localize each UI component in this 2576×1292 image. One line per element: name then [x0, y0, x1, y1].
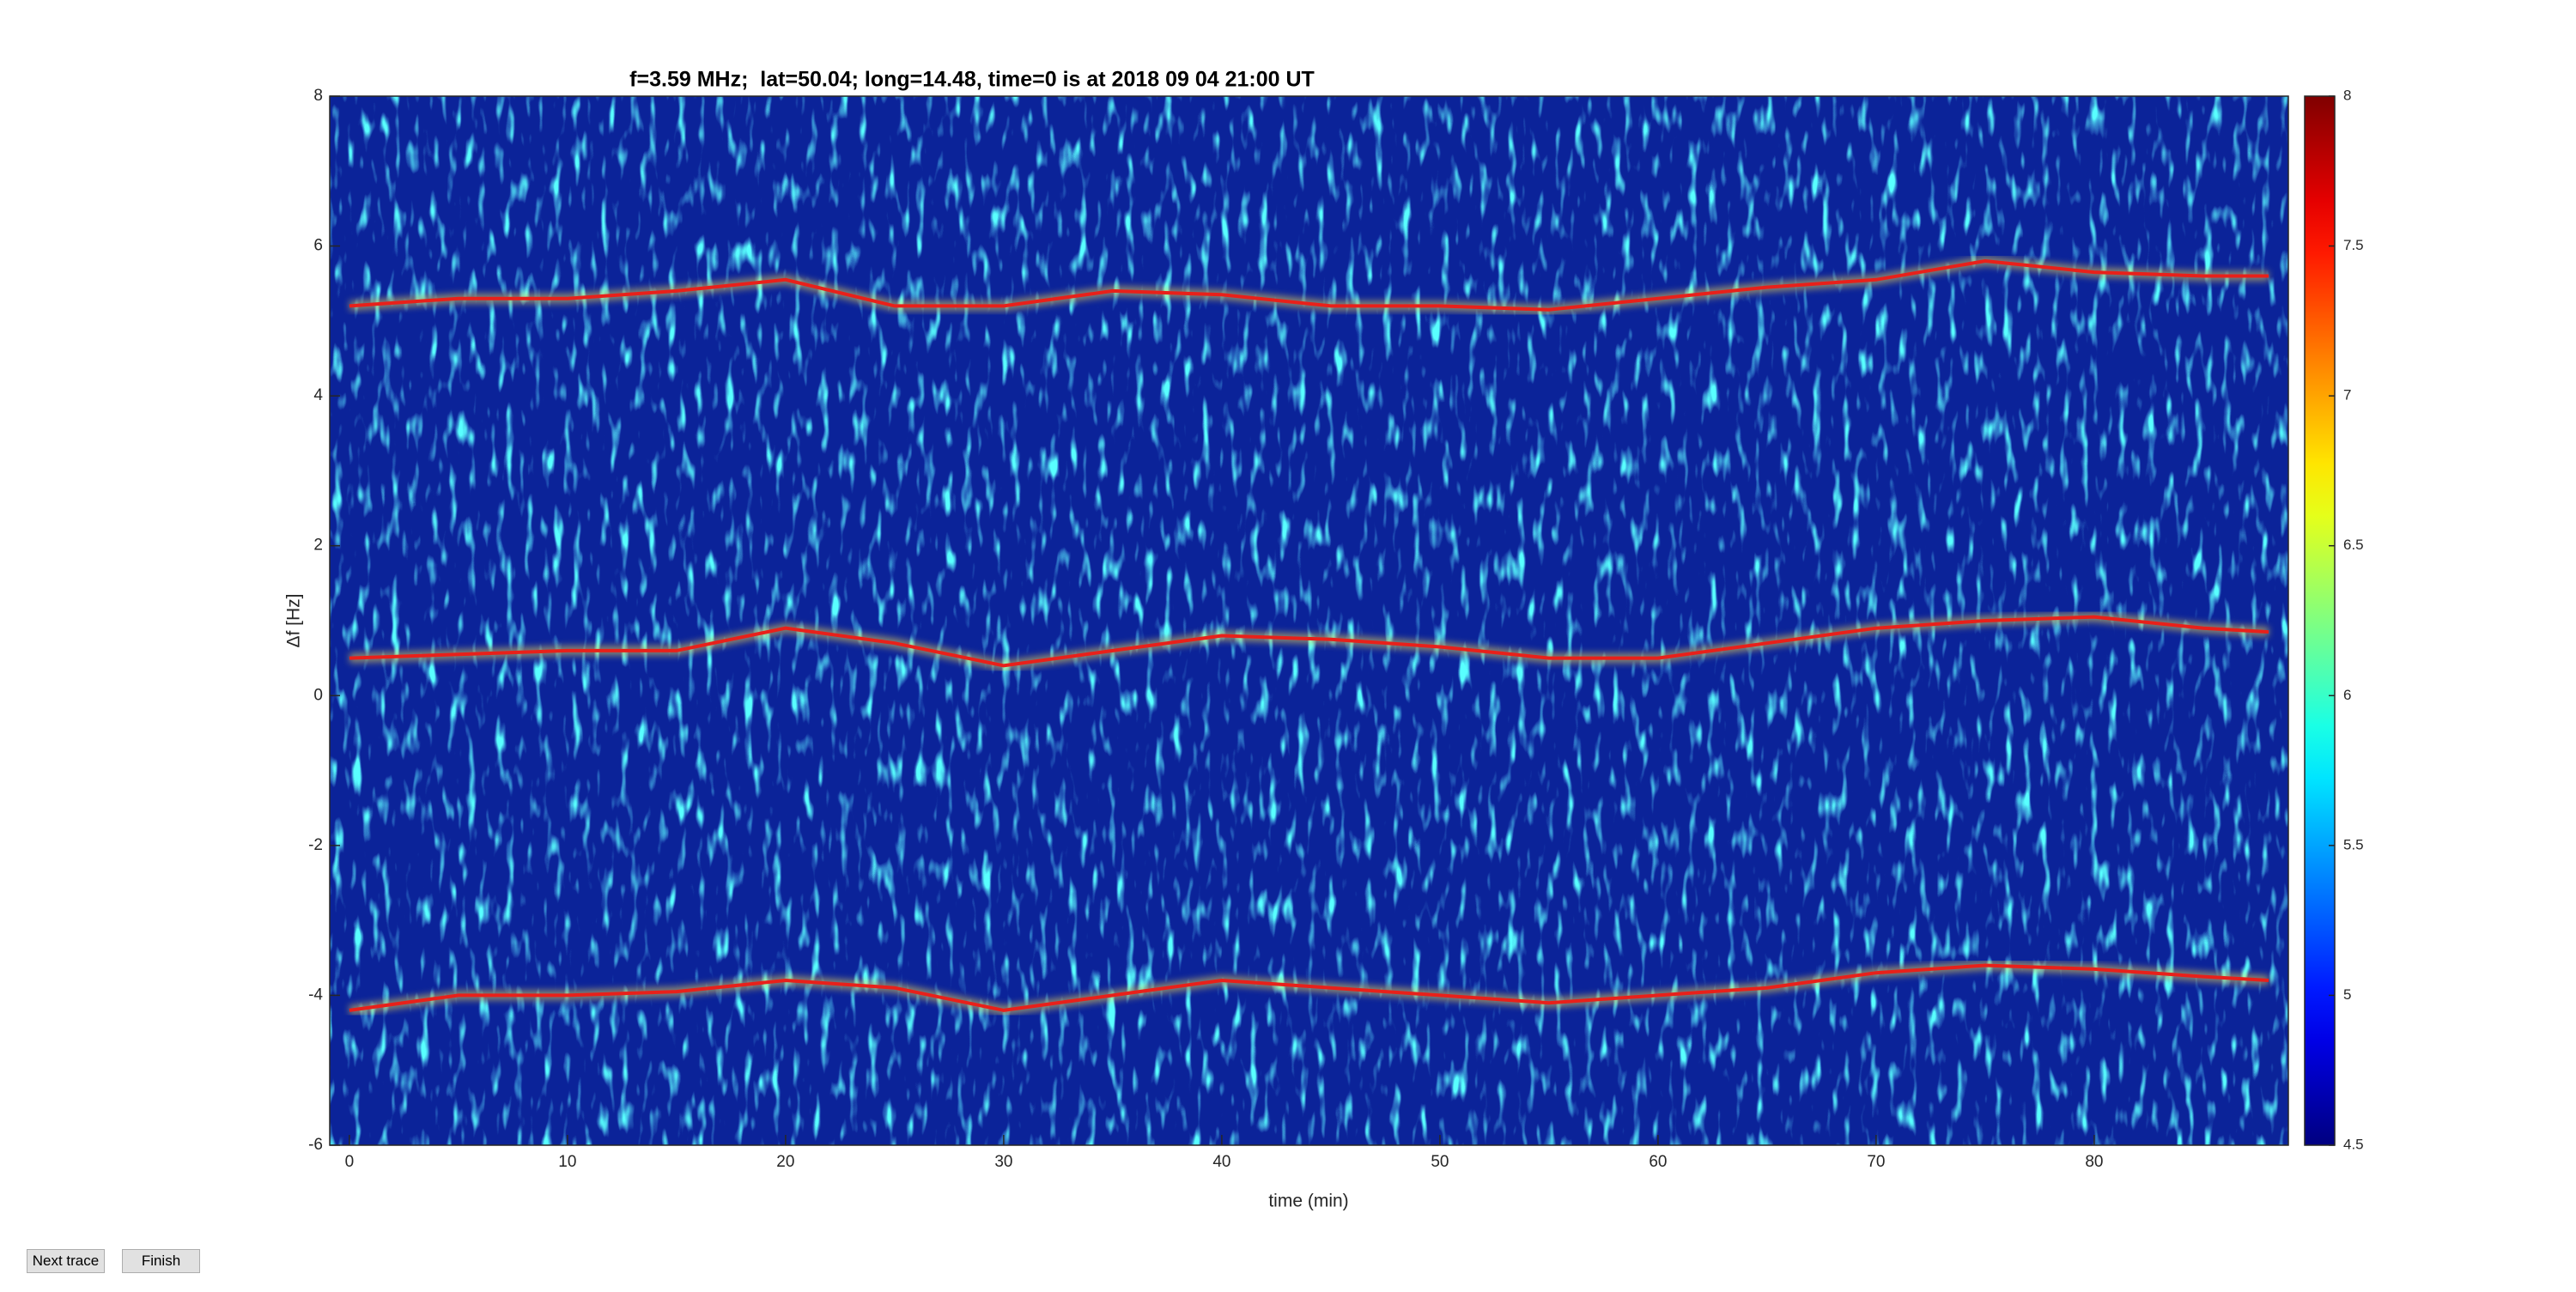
finish-button[interactable]: Finish	[122, 1249, 200, 1273]
x-tick-label: 60	[1649, 1153, 1667, 1171]
x-axis-label: time (min)	[1268, 1192, 1348, 1211]
y-tick-label: 6	[313, 237, 323, 255]
colorbar-tick-label: 5.5	[2343, 836, 2364, 852]
y-axis-label: Δf [Hz]	[284, 593, 304, 647]
colorbar-tick-label: 6	[2343, 687, 2351, 703]
trace-group	[349, 611, 2269, 671]
colorbar-tick-label: 4.5	[2343, 1136, 2364, 1152]
y-tick-label: 8	[313, 87, 323, 105]
colorbar-tick-label: 7.5	[2343, 237, 2364, 253]
x-tick-label: 40	[1212, 1153, 1230, 1171]
y-tick-label: -6	[308, 1136, 323, 1154]
x-tick-label: 80	[2085, 1153, 2103, 1171]
trace-line	[349, 258, 2269, 312]
y-tick-label: -4	[308, 986, 323, 1004]
colorbar-tick-label: 5	[2343, 986, 2351, 1003]
trace-group	[349, 255, 2269, 315]
trace-group	[349, 960, 2269, 1016]
x-tick-label: 50	[1431, 1153, 1449, 1171]
y-tick-label: 0	[313, 686, 323, 704]
x-tick-label: 20	[776, 1153, 794, 1171]
next-trace-button[interactable]: Next trace	[27, 1249, 105, 1273]
colorbar-tick-label: 8	[2343, 87, 2351, 103]
colorbar-tick-label: 7	[2343, 387, 2351, 403]
chart: f=3.59 MHz; lat=50.04; long=14.48, time=…	[284, 68, 2364, 1211]
y-tick-label: -2	[308, 836, 323, 854]
x-tick-label: 30	[994, 1153, 1012, 1171]
x-tick-label: 0	[345, 1153, 355, 1171]
trace-line	[349, 963, 2269, 1012]
colorbar	[2304, 95, 2336, 1146]
trace-line	[349, 615, 2269, 668]
chart-title: f=3.59 MHz; lat=50.04; long=14.48, time=…	[629, 68, 1315, 92]
y-tick-label: 2	[313, 537, 323, 555]
x-tick-label: 10	[558, 1153, 576, 1171]
x-tick-label: 70	[1867, 1153, 1885, 1171]
y-tick-label: 4	[313, 386, 323, 404]
axes-box	[329, 95, 2289, 1146]
colorbar-tick-label: 6.5	[2343, 537, 2364, 553]
